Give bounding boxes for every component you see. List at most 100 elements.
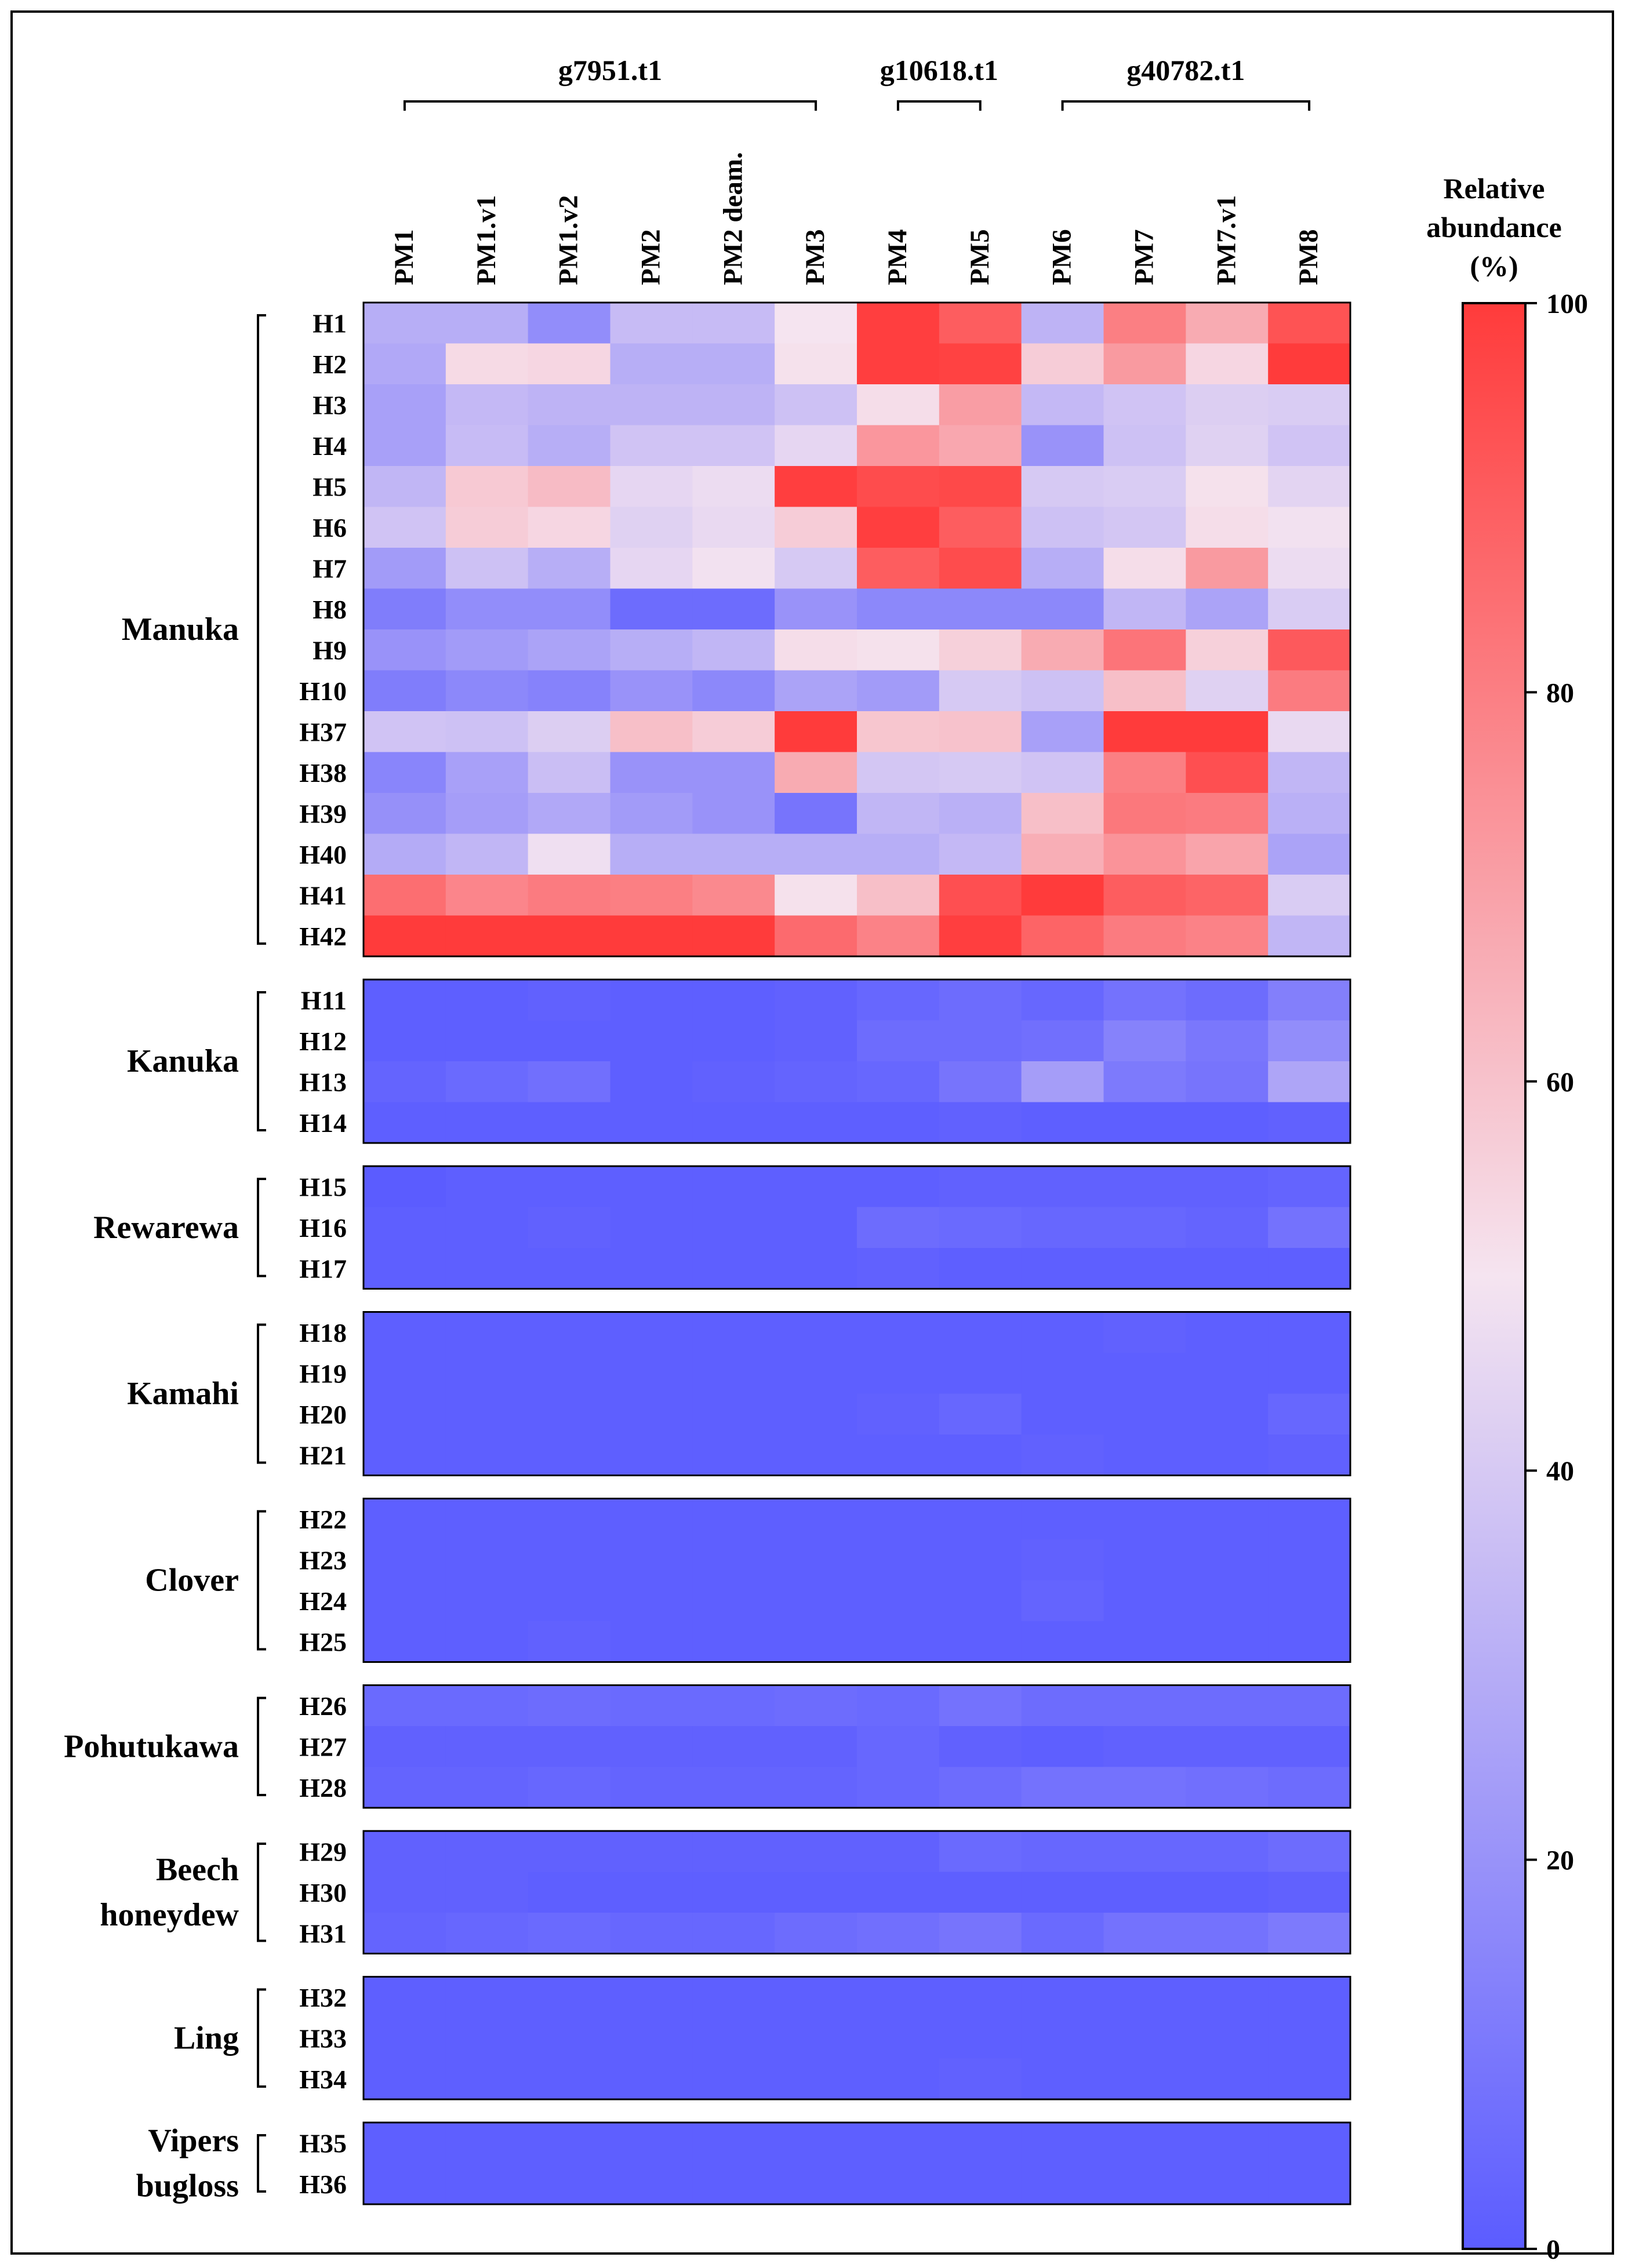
row-label-h10: H10	[299, 676, 347, 706]
cell-h4-pm8	[1268, 425, 1351, 467]
cell-h34-pm5	[939, 2058, 1022, 2100]
column-label-pm1: PM1	[389, 229, 419, 285]
cell-h9-pm2-deam-	[692, 629, 775, 671]
cell-h13-pm2	[610, 1061, 693, 1103]
cell-h37-pm1-v1	[445, 711, 529, 753]
cell-h3-pm5	[939, 384, 1022, 426]
cell-h11-pm6	[1021, 980, 1104, 1021]
group-label-4-line-0: Clover	[145, 1563, 239, 1599]
cell-h41-pm2-deam-	[692, 875, 775, 916]
row-label-h3: H3	[312, 390, 347, 420]
cell-h7-pm1-v1	[445, 548, 529, 589]
row-label-h16: H16	[299, 1213, 347, 1243]
cell-h32-pm1-v2	[528, 1976, 611, 2018]
cell-h29-pm2-deam-	[692, 1831, 775, 1873]
cell-h9-pm8	[1268, 629, 1351, 671]
cell-h19-pm6	[1021, 1353, 1104, 1395]
cell-h39-pm1-v1	[445, 793, 529, 835]
group-bracket-3	[257, 1323, 266, 1464]
cell-h29-pm4	[857, 1831, 940, 1873]
cell-h4-pm1-v2	[528, 425, 611, 467]
cell-h2-pm1-v1	[445, 343, 529, 385]
cell-h13-pm4	[857, 1061, 940, 1103]
cell-h30-pm6	[1021, 1872, 1104, 1913]
group-block-border-2	[362, 1165, 1351, 1290]
row-label-h28: H28	[299, 1773, 347, 1803]
cell-h16-pm3	[775, 1207, 857, 1248]
row-label-h19: H19	[299, 1359, 347, 1388]
cell-h16-pm6	[1021, 1207, 1104, 1248]
cell-h20-pm1-v1	[445, 1393, 529, 1435]
cell-h31-pm3	[775, 1913, 857, 1954]
cell-h27-pm3	[775, 1726, 857, 1768]
cell-h21-pm2	[610, 1435, 693, 1476]
row-label-h18: H18	[299, 1318, 347, 1348]
cell-h18-pm1-v1	[445, 1312, 529, 1353]
cell-h40-pm2-deam-	[692, 833, 775, 875]
cell-h3-pm8	[1268, 384, 1351, 426]
cell-h3-pm1-v1	[445, 384, 529, 426]
cell-h29-pm7	[1103, 1831, 1186, 1873]
cell-h17-pm1-v2	[528, 1248, 611, 1290]
cell-h18-pm7	[1103, 1312, 1186, 1353]
cell-h13-pm1-v2	[528, 1061, 611, 1103]
cell-h2-pm3	[775, 343, 857, 385]
cell-h16-pm1-v2	[528, 1207, 611, 1248]
cell-h26-pm1-v2	[528, 1685, 611, 1727]
column-group-bracket-1	[896, 100, 982, 111]
cell-h28-pm7	[1103, 1767, 1186, 1808]
cell-h41-pm1-v1	[445, 875, 529, 916]
cell-h10-pm8	[1268, 670, 1351, 712]
cell-h41-pm4	[857, 875, 940, 916]
cell-h18-pm1-v2	[528, 1312, 611, 1353]
cell-h26-pm4	[857, 1685, 940, 1727]
row-label-h12: H12	[299, 1026, 347, 1056]
cell-h3-pm7-v1	[1186, 384, 1269, 426]
cell-h22-pm1-v2	[528, 1498, 611, 1540]
cell-h32-pm3	[775, 1976, 857, 2018]
cell-h30-pm5	[939, 1872, 1022, 1913]
cell-h14-pm6	[1021, 1102, 1104, 1144]
cell-h8-pm5	[939, 588, 1022, 630]
cell-h9-pm1-v1	[445, 629, 529, 671]
cell-h27-pm8	[1268, 1726, 1351, 1768]
cell-h35-pm2-deam-	[692, 2123, 775, 2164]
cell-h37-pm2	[610, 711, 693, 753]
cell-h21-pm7	[1103, 1435, 1186, 1476]
cell-h42-pm6	[1021, 915, 1104, 957]
cell-h18-pm3	[775, 1312, 857, 1353]
cell-h29-pm6	[1021, 1831, 1104, 1873]
cell-h28-pm2-deam-	[692, 1767, 775, 1808]
cell-h19-pm2	[610, 1353, 693, 1395]
cell-h40-pm1-v1	[445, 833, 529, 875]
cell-h25-pm1	[364, 1621, 446, 1663]
cell-h20-pm2-deam-	[692, 1393, 775, 1435]
row-label-h29: H29	[299, 1837, 347, 1866]
cell-h9-pm5	[939, 629, 1022, 671]
cell-h14-pm1-v2	[528, 1102, 611, 1144]
cell-h20-pm6	[1021, 1393, 1104, 1435]
row-label-h20: H20	[299, 1400, 347, 1429]
cell-h35-pm8	[1268, 2123, 1351, 2164]
row-label-h33: H33	[299, 2023, 347, 2053]
cell-h14-pm1	[364, 1102, 446, 1144]
cell-h21-pm1-v2	[528, 1435, 611, 1476]
cell-h37-pm2-deam-	[692, 711, 775, 753]
cell-h35-pm1	[364, 2123, 446, 2164]
cell-h20-pm8	[1268, 1393, 1351, 1435]
row-label-h37: H37	[299, 717, 347, 747]
cell-h9-pm4	[857, 629, 940, 671]
cell-h28-pm6	[1021, 1767, 1104, 1808]
cell-h40-pm5	[939, 833, 1022, 875]
cell-h18-pm5	[939, 1312, 1022, 1353]
cell-h15-pm7	[1103, 1166, 1186, 1208]
cell-h22-pm8	[1268, 1498, 1351, 1540]
cell-h3-pm4	[857, 384, 940, 426]
cell-h24-pm1	[364, 1580, 446, 1622]
cell-h28-pm1-v1	[445, 1767, 529, 1808]
cell-h38-pm1-v1	[445, 752, 529, 793]
cell-h4-pm7-v1	[1186, 425, 1269, 467]
group-block-border-7	[362, 1976, 1351, 2100]
cell-h31-pm7	[1103, 1913, 1186, 1954]
cell-h13-pm7-v1	[1186, 1061, 1269, 1103]
